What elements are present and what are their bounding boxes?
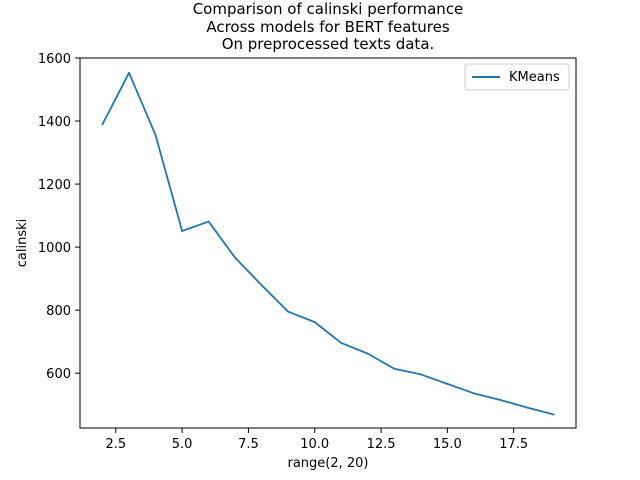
data-point (393, 367, 396, 370)
data-point (313, 321, 316, 324)
data-point (287, 310, 290, 313)
chart-title-line-2: Across models for BERT features (206, 18, 450, 36)
x-axis-ticks: 2.5 5.0 7.5 10.0 12.5 15.0 17.5 (105, 428, 528, 452)
x-axis-label: range(2, 20) (287, 456, 368, 471)
legend: KMeans (464, 63, 570, 91)
data-point (526, 406, 528, 409)
chart-title: Comparison of calinski performance Acros… (193, 0, 464, 53)
series-line-kmeans (101, 71, 555, 416)
data-point (419, 373, 422, 376)
data-point (499, 399, 502, 401)
chart-title-line-1: Comparison of calinski performance (193, 0, 464, 18)
x-tick-label: 10.0 (300, 437, 329, 452)
x-tick-label: 5.0 (172, 437, 193, 452)
data-point (154, 134, 157, 137)
x-tick-label: 7.5 (238, 437, 259, 452)
x-tick-label: 12.5 (367, 437, 396, 452)
chart-title-line-3: On preprocessed texts data. (222, 35, 435, 53)
data-point (128, 71, 130, 74)
plot-area-frame (79, 57, 577, 429)
series-layer (101, 71, 555, 416)
legend-frame (464, 63, 570, 91)
legend-label-kmeans: KMeans (509, 70, 560, 85)
y-tick-label: 1000 (38, 241, 71, 256)
data-point (366, 352, 369, 355)
x-tick-label: 2.5 (105, 437, 126, 452)
data-point (234, 256, 237, 259)
data-point (101, 123, 104, 126)
y-tick-label: 800 (46, 304, 71, 319)
data-point (181, 230, 184, 232)
y-axis-label: calinski (15, 219, 30, 268)
x-tick-label: 15.0 (433, 437, 462, 452)
data-point (552, 413, 555, 416)
y-tick-label: 1600 (38, 52, 71, 67)
data-point (472, 392, 475, 395)
data-point (446, 382, 449, 385)
y-axis-ticks: 600 800 1000 1200 1400 1600 (38, 52, 80, 382)
y-tick-label: 600 (46, 367, 71, 382)
data-point (207, 220, 210, 223)
y-tick-label: 1200 (38, 178, 71, 193)
data-point (340, 342, 343, 344)
y-tick-label: 1400 (38, 115, 71, 130)
x-tick-label: 17.5 (499, 437, 528, 452)
data-point (260, 284, 263, 287)
